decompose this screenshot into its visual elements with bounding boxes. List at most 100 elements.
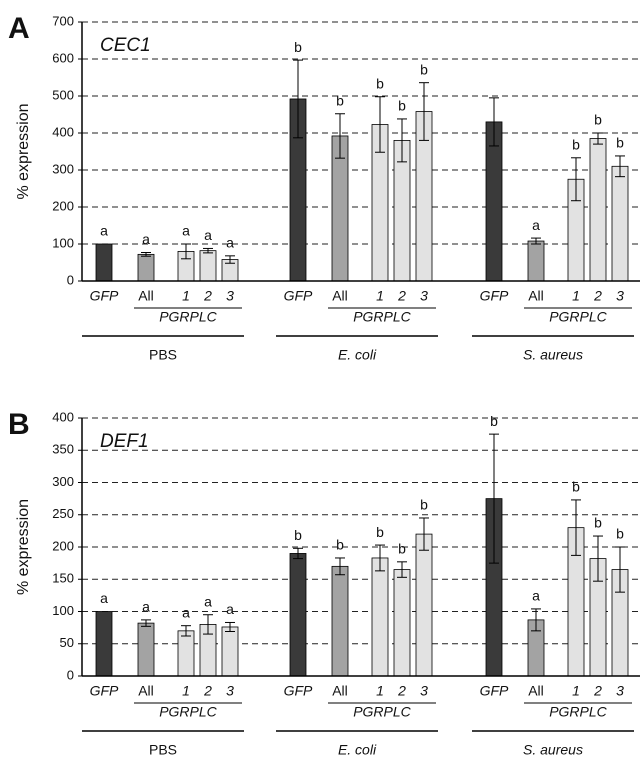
group-label: E. coli [338, 347, 377, 363]
significance-letter: b [572, 136, 580, 152]
subgroup-label: PGRPLC [353, 309, 411, 325]
x-tick-label: 2 [593, 683, 602, 699]
bar [137, 622, 155, 677]
group-label: PBS [149, 347, 177, 363]
x-tick-label: GFP [284, 288, 313, 304]
x-tick-label: 1 [182, 288, 190, 304]
significance-letter: a [182, 604, 190, 620]
x-tick-label: GFP [480, 683, 509, 699]
significance-letter: b [420, 61, 428, 77]
bar [589, 138, 607, 282]
group-label: S. aureus [523, 742, 583, 758]
significance-letter: b [572, 479, 580, 495]
x-tick-label: 2 [397, 683, 406, 699]
bar [415, 533, 433, 677]
x-tick-label: 3 [420, 683, 428, 699]
significance-letter: b [376, 75, 384, 91]
y-tick-label: 200 [52, 198, 74, 213]
bar [95, 243, 113, 282]
significance-letter: a [142, 231, 150, 247]
bar [137, 253, 155, 282]
panel-label: B [8, 408, 30, 441]
significance-letter: a [226, 235, 234, 251]
x-tick-label: 2 [593, 288, 602, 304]
y-tick-label: 50 [60, 635, 74, 650]
group-label: S. aureus [523, 347, 583, 363]
significance-letter: a [142, 599, 150, 615]
bar [289, 553, 307, 677]
significance-letter: b [490, 413, 498, 429]
y-tick-label: 0 [67, 272, 74, 287]
x-tick-label: All [528, 683, 544, 699]
y-tick-label: 600 [52, 50, 74, 65]
significance-letter: b [336, 537, 344, 553]
x-tick-label: GFP [90, 288, 119, 304]
bar [221, 626, 239, 677]
significance-letter: a [204, 593, 212, 609]
bar [331, 565, 349, 677]
y-tick-label: 100 [52, 235, 74, 250]
bar [371, 557, 389, 677]
significance-letter: b [294, 39, 302, 55]
x-tick-label: 1 [376, 683, 384, 699]
y-tick-label: 400 [52, 409, 74, 424]
significance-letter: a [100, 590, 108, 606]
group-label: PBS [149, 742, 177, 758]
x-tick-label: 1 [572, 683, 580, 699]
y-tick-label: 700 [52, 13, 74, 28]
y-tick-label: 150 [52, 571, 74, 586]
group-label: E. coli [338, 742, 377, 758]
significance-letter: b [398, 98, 406, 114]
x-tick-label: 3 [226, 288, 234, 304]
bar [611, 165, 629, 282]
y-tick-label: 100 [52, 603, 74, 618]
y-tick-label: 0 [67, 667, 74, 682]
significance-letter: b [616, 135, 624, 151]
x-tick-label: 3 [616, 683, 624, 699]
significance-letter: a [532, 588, 540, 604]
y-tick-label: 200 [52, 538, 74, 553]
x-tick-label: GFP [90, 683, 119, 699]
x-tick-label: 1 [572, 288, 580, 304]
y-tick-label: 350 [52, 442, 74, 457]
x-tick-label: 3 [226, 683, 234, 699]
significance-letter: b [594, 515, 602, 531]
y-tick-label: 500 [52, 87, 74, 102]
bar [95, 611, 113, 677]
x-tick-label: 2 [203, 683, 212, 699]
significance-letter: b [398, 541, 406, 557]
significance-letter: a [182, 223, 190, 239]
subgroup-label: PGRPLC [353, 704, 411, 720]
x-tick-label: All [138, 683, 154, 699]
x-tick-label: All [138, 288, 154, 304]
significance-letter: a [204, 227, 212, 243]
x-tick-label: GFP [480, 288, 509, 304]
significance-letter: b [336, 92, 344, 108]
subgroup-label: PGRPLC [159, 704, 217, 720]
x-tick-label: All [332, 288, 348, 304]
y-tick-label: 250 [52, 506, 74, 521]
chart-title: CEC1 [100, 35, 151, 56]
x-tick-label: 2 [203, 288, 212, 304]
x-tick-label: All [332, 683, 348, 699]
significance-letter: b [616, 526, 624, 542]
significance-letter: b [594, 112, 602, 128]
subgroup-label: PGRPLC [549, 704, 607, 720]
subgroup-label: PGRPLC [159, 309, 217, 325]
x-tick-label: 3 [616, 288, 624, 304]
subgroup-label: PGRPLC [549, 309, 607, 325]
significance-letter: a [532, 217, 540, 233]
x-tick-label: 3 [420, 288, 428, 304]
y-tick-label: 300 [52, 161, 74, 176]
x-tick-label: 2 [397, 288, 406, 304]
chart-title: DEF1 [100, 431, 149, 452]
significance-letter: b [294, 527, 302, 543]
y-axis-label: % expression [15, 103, 32, 199]
x-tick-label: 1 [376, 288, 384, 304]
significance-letter: a [100, 223, 108, 239]
significance-letter: b [376, 524, 384, 540]
y-tick-label: 300 [52, 474, 74, 489]
bar [527, 240, 545, 282]
significance-letter: b [420, 497, 428, 513]
